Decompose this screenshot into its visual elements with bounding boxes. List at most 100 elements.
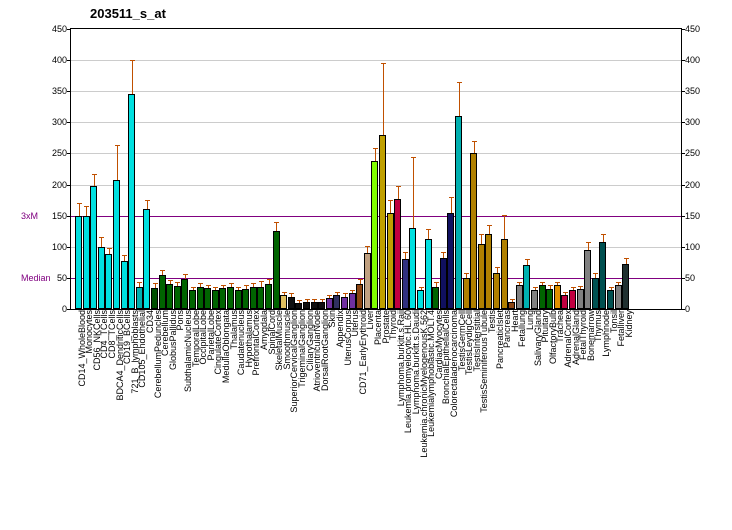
bar	[470, 153, 477, 309]
bar	[561, 295, 568, 309]
bar	[584, 250, 591, 309]
ytick-right: 400	[685, 55, 709, 65]
ytick-right: 200	[685, 180, 709, 190]
bar	[607, 290, 614, 309]
bar	[508, 302, 515, 309]
bar	[622, 264, 629, 309]
ytick-left: 300	[43, 117, 67, 127]
bar	[577, 289, 584, 309]
bar	[295, 303, 302, 309]
bar	[159, 275, 166, 309]
ytick-right: 300	[685, 117, 709, 127]
ytick-left: 350	[43, 86, 67, 96]
bar	[523, 265, 530, 309]
bar	[493, 273, 500, 309]
bar	[440, 258, 447, 309]
bar	[303, 302, 310, 309]
bar	[219, 288, 226, 309]
bar	[333, 295, 340, 309]
bar	[569, 290, 576, 309]
bar	[105, 254, 112, 309]
bar	[364, 253, 371, 309]
ref-label-three_x: 3xM	[21, 211, 38, 221]
bar	[402, 259, 409, 309]
ytick-left: 250	[43, 148, 67, 158]
bar	[90, 186, 97, 309]
ytick-right: 250	[685, 148, 709, 158]
bar	[455, 116, 462, 309]
bar	[394, 199, 401, 309]
ytick-right: 0	[685, 304, 709, 314]
bar	[273, 231, 280, 309]
bar	[212, 290, 219, 309]
ytick-left: 400	[43, 55, 67, 65]
bar	[143, 209, 150, 309]
ytick-right: 350	[685, 86, 709, 96]
ytick-left: 0	[43, 304, 67, 314]
chart-title: 203511_s_at	[90, 6, 166, 21]
bar	[531, 290, 538, 309]
bar	[181, 279, 188, 309]
bar	[235, 290, 242, 309]
bar	[250, 287, 257, 309]
ytick-right: 150	[685, 211, 709, 221]
bar	[478, 244, 485, 309]
bar	[204, 288, 211, 309]
ytick-left: 100	[43, 242, 67, 252]
ytick-left: 450	[43, 24, 67, 34]
bar	[349, 293, 356, 309]
bar	[425, 239, 432, 309]
bar	[166, 284, 173, 309]
ytick-right: 100	[685, 242, 709, 252]
bar	[151, 288, 158, 309]
bar	[432, 287, 439, 309]
bar	[128, 94, 135, 309]
ref-label-median: Median	[21, 273, 51, 283]
bar	[409, 228, 416, 309]
bar	[98, 247, 105, 309]
bar	[539, 285, 546, 309]
bar	[615, 285, 622, 309]
chart: 203511_s_at 0050501001001501502002002502…	[0, 0, 732, 530]
bar	[75, 216, 82, 309]
bar	[227, 287, 234, 309]
bar	[174, 286, 181, 309]
bar	[113, 180, 120, 309]
x-axis-labels: CD14_WholeBloodMonocytesCD56_NKCellsCD4_…	[70, 310, 680, 525]
plot-area: 0050501001001501502002002502503003003503…	[70, 28, 682, 310]
bar	[288, 297, 295, 309]
ytick-left: 200	[43, 180, 67, 190]
bar	[280, 295, 287, 309]
bar	[546, 289, 553, 309]
bar	[83, 216, 90, 309]
bar	[265, 284, 272, 309]
ytick-right: 50	[685, 273, 709, 283]
bar	[501, 239, 508, 309]
bar	[554, 285, 561, 309]
bar	[447, 213, 454, 309]
bar	[356, 284, 363, 309]
bar	[485, 234, 492, 309]
bars-layer	[71, 29, 681, 309]
x-label: Kidney	[624, 310, 634, 338]
bar	[197, 287, 204, 309]
bar	[417, 290, 424, 309]
bar	[371, 161, 378, 309]
bar	[516, 285, 523, 309]
bar	[136, 287, 143, 309]
bar	[311, 302, 318, 309]
bar	[592, 278, 599, 309]
bar	[387, 213, 394, 309]
bar	[463, 278, 470, 309]
bar	[242, 289, 249, 309]
ytick-right: 450	[685, 24, 709, 34]
bar	[318, 302, 325, 309]
bar	[379, 135, 386, 309]
bar	[326, 298, 333, 309]
bar	[599, 242, 606, 309]
bar	[189, 290, 196, 309]
bar	[257, 287, 264, 309]
bar	[341, 297, 348, 309]
ytick-left: 150	[43, 211, 67, 221]
bar	[121, 261, 128, 309]
